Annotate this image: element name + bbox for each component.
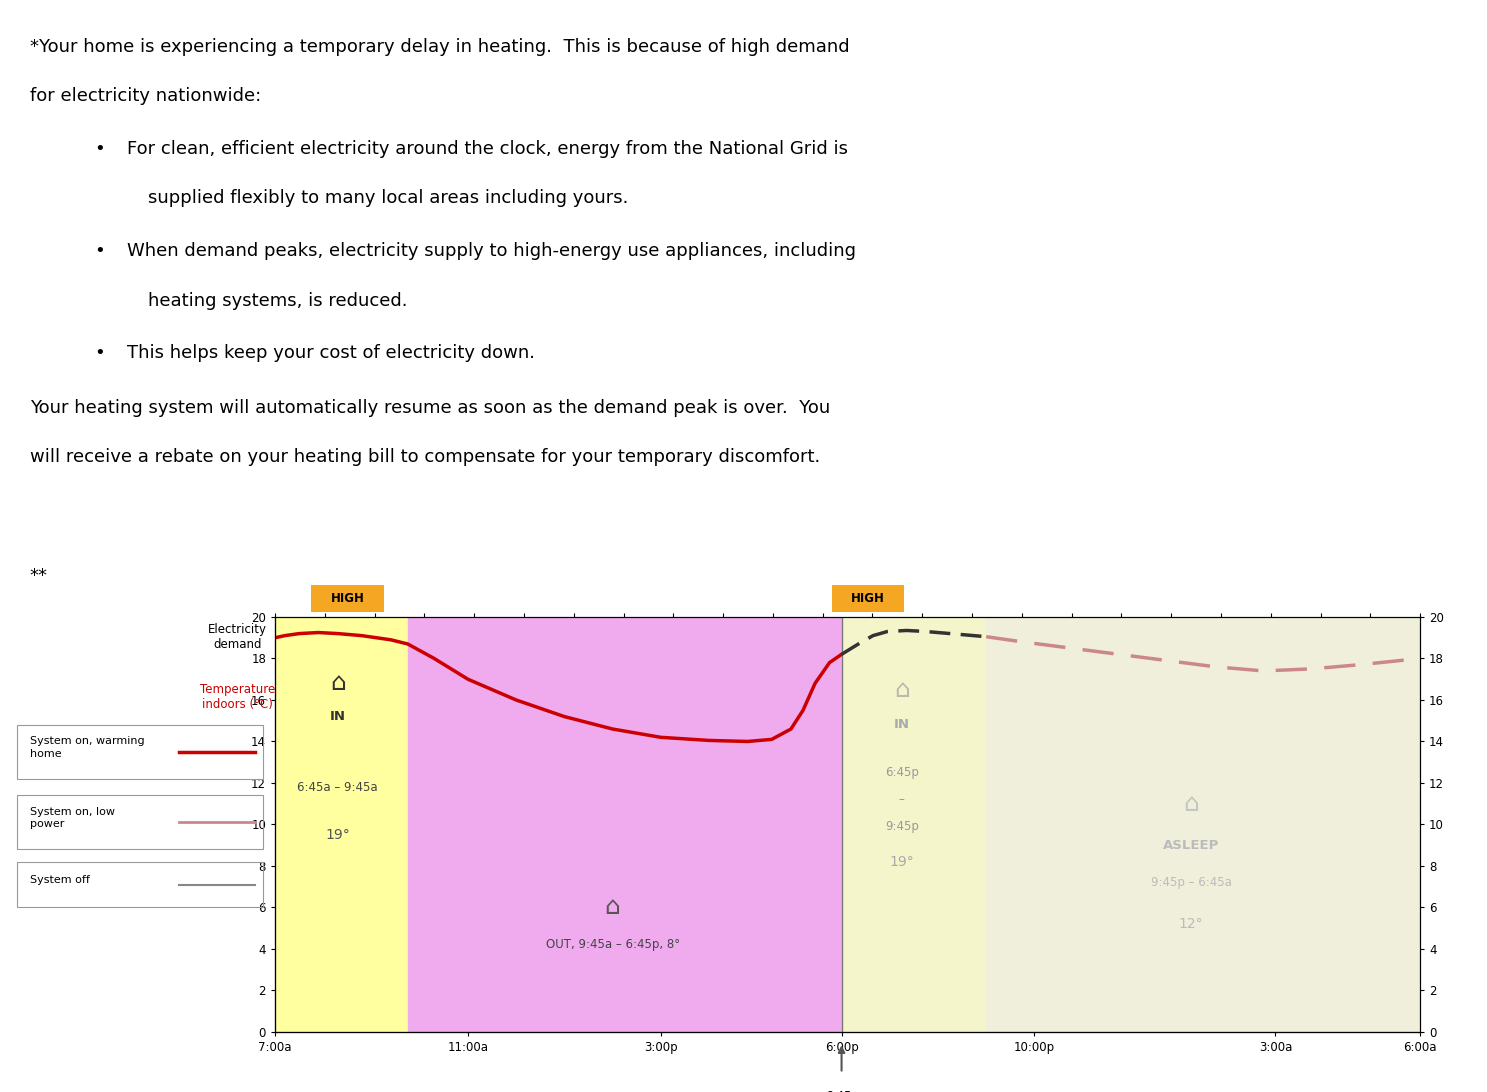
Bar bbox=[842, 617, 986, 1032]
Text: HIGH: HIGH bbox=[851, 592, 885, 605]
Text: 9:45p – 6:45a: 9:45p – 6:45a bbox=[1151, 876, 1231, 889]
Text: ⌂: ⌂ bbox=[1184, 792, 1199, 816]
Text: Your heating system will automatically resume as soon as the demand peak is over: Your heating system will automatically r… bbox=[30, 399, 830, 416]
Text: **: ** bbox=[30, 567, 48, 585]
Text: Temperature
indoors (°C): Temperature indoors (°C) bbox=[199, 684, 275, 711]
Text: IN: IN bbox=[330, 710, 346, 723]
Text: OUT, 9:45a – 6:45p, 8°: OUT, 9:45a – 6:45p, 8° bbox=[546, 938, 680, 951]
Bar bbox=[275, 617, 407, 1032]
Text: 6:45a – 9:45a: 6:45a – 9:45a bbox=[297, 781, 378, 794]
Text: for electricity nationwide:: for electricity nationwide: bbox=[30, 87, 262, 105]
Text: When demand peaks, electricity supply to high-energy use appliances, including: When demand peaks, electricity supply to… bbox=[126, 241, 857, 260]
Text: HIGH: HIGH bbox=[330, 592, 364, 605]
Text: 6:45p: 6:45p bbox=[825, 1090, 858, 1092]
Text: For clean, efficient electricity around the clock, energy from the National Grid: For clean, efficient electricity around … bbox=[126, 140, 848, 157]
FancyBboxPatch shape bbox=[831, 585, 904, 612]
Bar bbox=[986, 617, 1420, 1032]
Text: ASLEEP: ASLEEP bbox=[1163, 839, 1219, 852]
Text: will receive a rebate on your heating bill to compensate for your temporary disc: will receive a rebate on your heating bi… bbox=[30, 449, 819, 466]
Text: System off: System off bbox=[30, 876, 89, 886]
Text: •: • bbox=[94, 140, 104, 157]
Text: •: • bbox=[94, 344, 104, 361]
FancyBboxPatch shape bbox=[311, 585, 384, 612]
Text: –: – bbox=[898, 793, 904, 806]
Text: 19°: 19° bbox=[326, 828, 349, 842]
Text: ⌂: ⌂ bbox=[330, 672, 345, 696]
Text: Electricity
demand: Electricity demand bbox=[208, 624, 266, 651]
Text: System on, warming
home: System on, warming home bbox=[30, 736, 144, 759]
Bar bbox=[407, 617, 842, 1032]
Text: ⌂: ⌂ bbox=[605, 895, 620, 919]
Text: •: • bbox=[94, 241, 104, 260]
Text: This helps keep your cost of electricity down.: This helps keep your cost of electricity… bbox=[126, 344, 535, 361]
Text: IN: IN bbox=[894, 719, 910, 732]
Text: supplied flexibly to many local areas including yours.: supplied flexibly to many local areas in… bbox=[149, 189, 629, 207]
Text: 6:45p: 6:45p bbox=[885, 767, 919, 779]
Text: 19°: 19° bbox=[889, 855, 915, 869]
Text: *Your home is experiencing a temporary delay in heating.  This is because of hig: *Your home is experiencing a temporary d… bbox=[30, 37, 849, 56]
Text: 12°: 12° bbox=[1179, 917, 1203, 931]
Text: heating systems, is reduced.: heating systems, is reduced. bbox=[149, 292, 407, 309]
Text: ⌂: ⌂ bbox=[894, 678, 910, 701]
Text: 9:45p: 9:45p bbox=[885, 820, 919, 833]
Text: System on, low
power: System on, low power bbox=[30, 807, 114, 830]
